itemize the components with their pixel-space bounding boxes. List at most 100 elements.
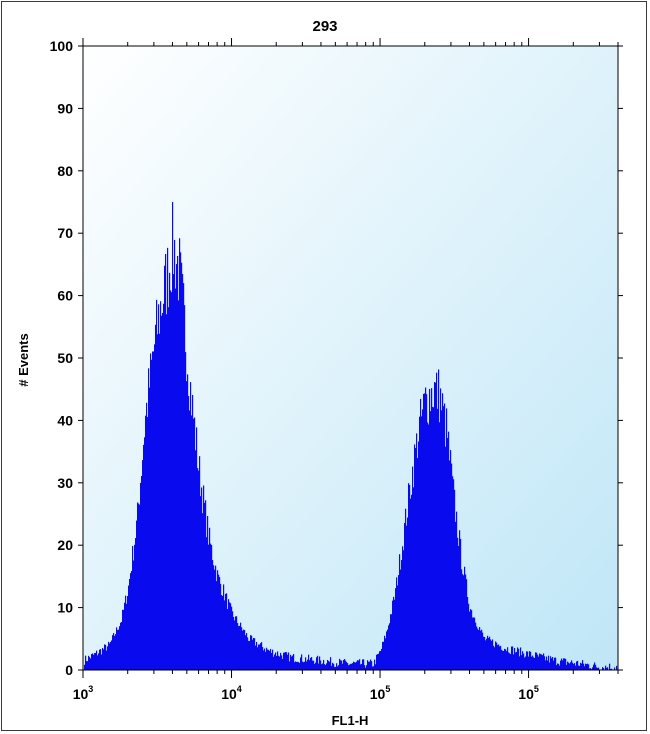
histogram-bar [301,654,303,670]
histogram-bar [520,647,522,670]
histogram-bar [215,565,217,670]
histogram-bar [225,593,227,670]
histogram-bar [130,573,132,670]
histogram-bar [517,647,519,670]
histogram-bar [524,657,526,670]
histogram-bar [272,649,274,670]
histogram-bar [521,655,523,670]
histogram-bar [418,441,420,670]
histogram-bar [550,656,552,670]
histogram-bar [145,415,147,670]
histogram-bar [423,393,425,670]
histogram-bar [243,629,245,670]
histogram-bar [335,666,337,670]
histogram-bar [192,394,194,670]
histogram-bar [323,659,325,670]
histogram-bar [321,664,323,670]
histogram-bar [478,630,480,670]
histogram-bar [553,660,555,670]
histogram-bar [589,668,591,670]
histogram-bar [302,661,304,670]
histogram-bar [140,482,142,670]
histogram-bar [239,625,241,670]
histogram-bar [151,359,153,670]
histogram-bar [90,658,92,670]
histogram-bar [395,588,397,670]
histogram-bar [300,657,302,670]
histogram-bar [337,666,339,670]
histogram-bar [190,382,192,670]
histogram-bar [531,656,533,670]
histogram-bar [347,663,349,670]
histogram-bar [232,611,234,670]
histogram-bar [133,560,135,670]
histogram-bar [240,622,242,670]
histogram-bar [516,651,518,670]
histogram-bar [363,659,365,670]
histogram-bar [137,502,139,670]
histogram-bar [610,668,612,670]
histogram-bar [605,665,607,670]
histogram-bar [475,622,477,670]
histogram-bar [413,487,415,670]
histogram-bar [235,616,237,670]
histogram-bar [492,639,494,670]
histogram-bar [346,662,348,670]
histogram-bar [411,494,413,670]
histogram-bar [291,656,293,670]
histogram-bar [425,387,427,670]
histogram-bar [609,663,611,670]
histogram-bar [332,662,334,670]
histogram-bar [98,653,100,670]
histogram-bar [277,651,279,670]
histogram-bar [252,639,254,670]
histogram-bar [162,313,164,670]
histogram-bar [482,632,484,670]
histogram-bar [134,544,136,670]
histogram-bar [218,574,220,670]
histogram-bar [484,636,486,670]
histogram-bar [157,334,159,670]
histogram-bar [572,662,574,670]
histogram-bar [229,602,231,670]
histogram-bar [171,292,173,670]
histogram-bar [436,372,438,670]
x-axis-label: FL1-H [332,713,369,728]
histogram-bar [246,633,248,670]
histogram-bar [94,653,96,670]
histogram-bar [523,653,525,670]
histogram-bar [465,574,467,670]
histogram-bar [526,651,528,670]
histogram-bar [120,622,122,670]
x-tick-exponent: 5 [534,684,539,694]
histogram-bar [217,570,219,670]
histogram-bar [163,303,165,670]
histogram-bar [360,664,362,670]
histogram-bar [402,546,404,670]
histogram-bar [468,603,470,670]
histogram-bar [158,304,160,670]
histogram-bar [170,290,172,670]
histogram-bar [493,645,495,670]
histogram-bar [354,662,356,670]
histogram-bar [560,660,562,670]
histogram-bar [583,663,585,670]
histogram-bar [410,498,412,670]
histogram-bar [535,652,537,670]
histogram-bar [236,616,238,670]
histogram-bar [101,654,103,670]
histogram-bar [209,527,211,670]
histogram-bar [525,656,527,670]
histogram-bar [448,431,450,670]
histogram-bar [437,408,439,670]
histogram-bar [136,520,138,670]
histogram-bar [549,662,551,670]
histogram-bar [205,500,207,670]
histogram-bar [403,550,405,670]
histogram-bar [393,596,395,670]
histogram-bar [511,646,513,670]
histogram-bar [112,635,114,670]
histogram-bar [364,665,366,670]
histogram-bar [371,661,373,670]
histogram-bar [230,603,232,670]
